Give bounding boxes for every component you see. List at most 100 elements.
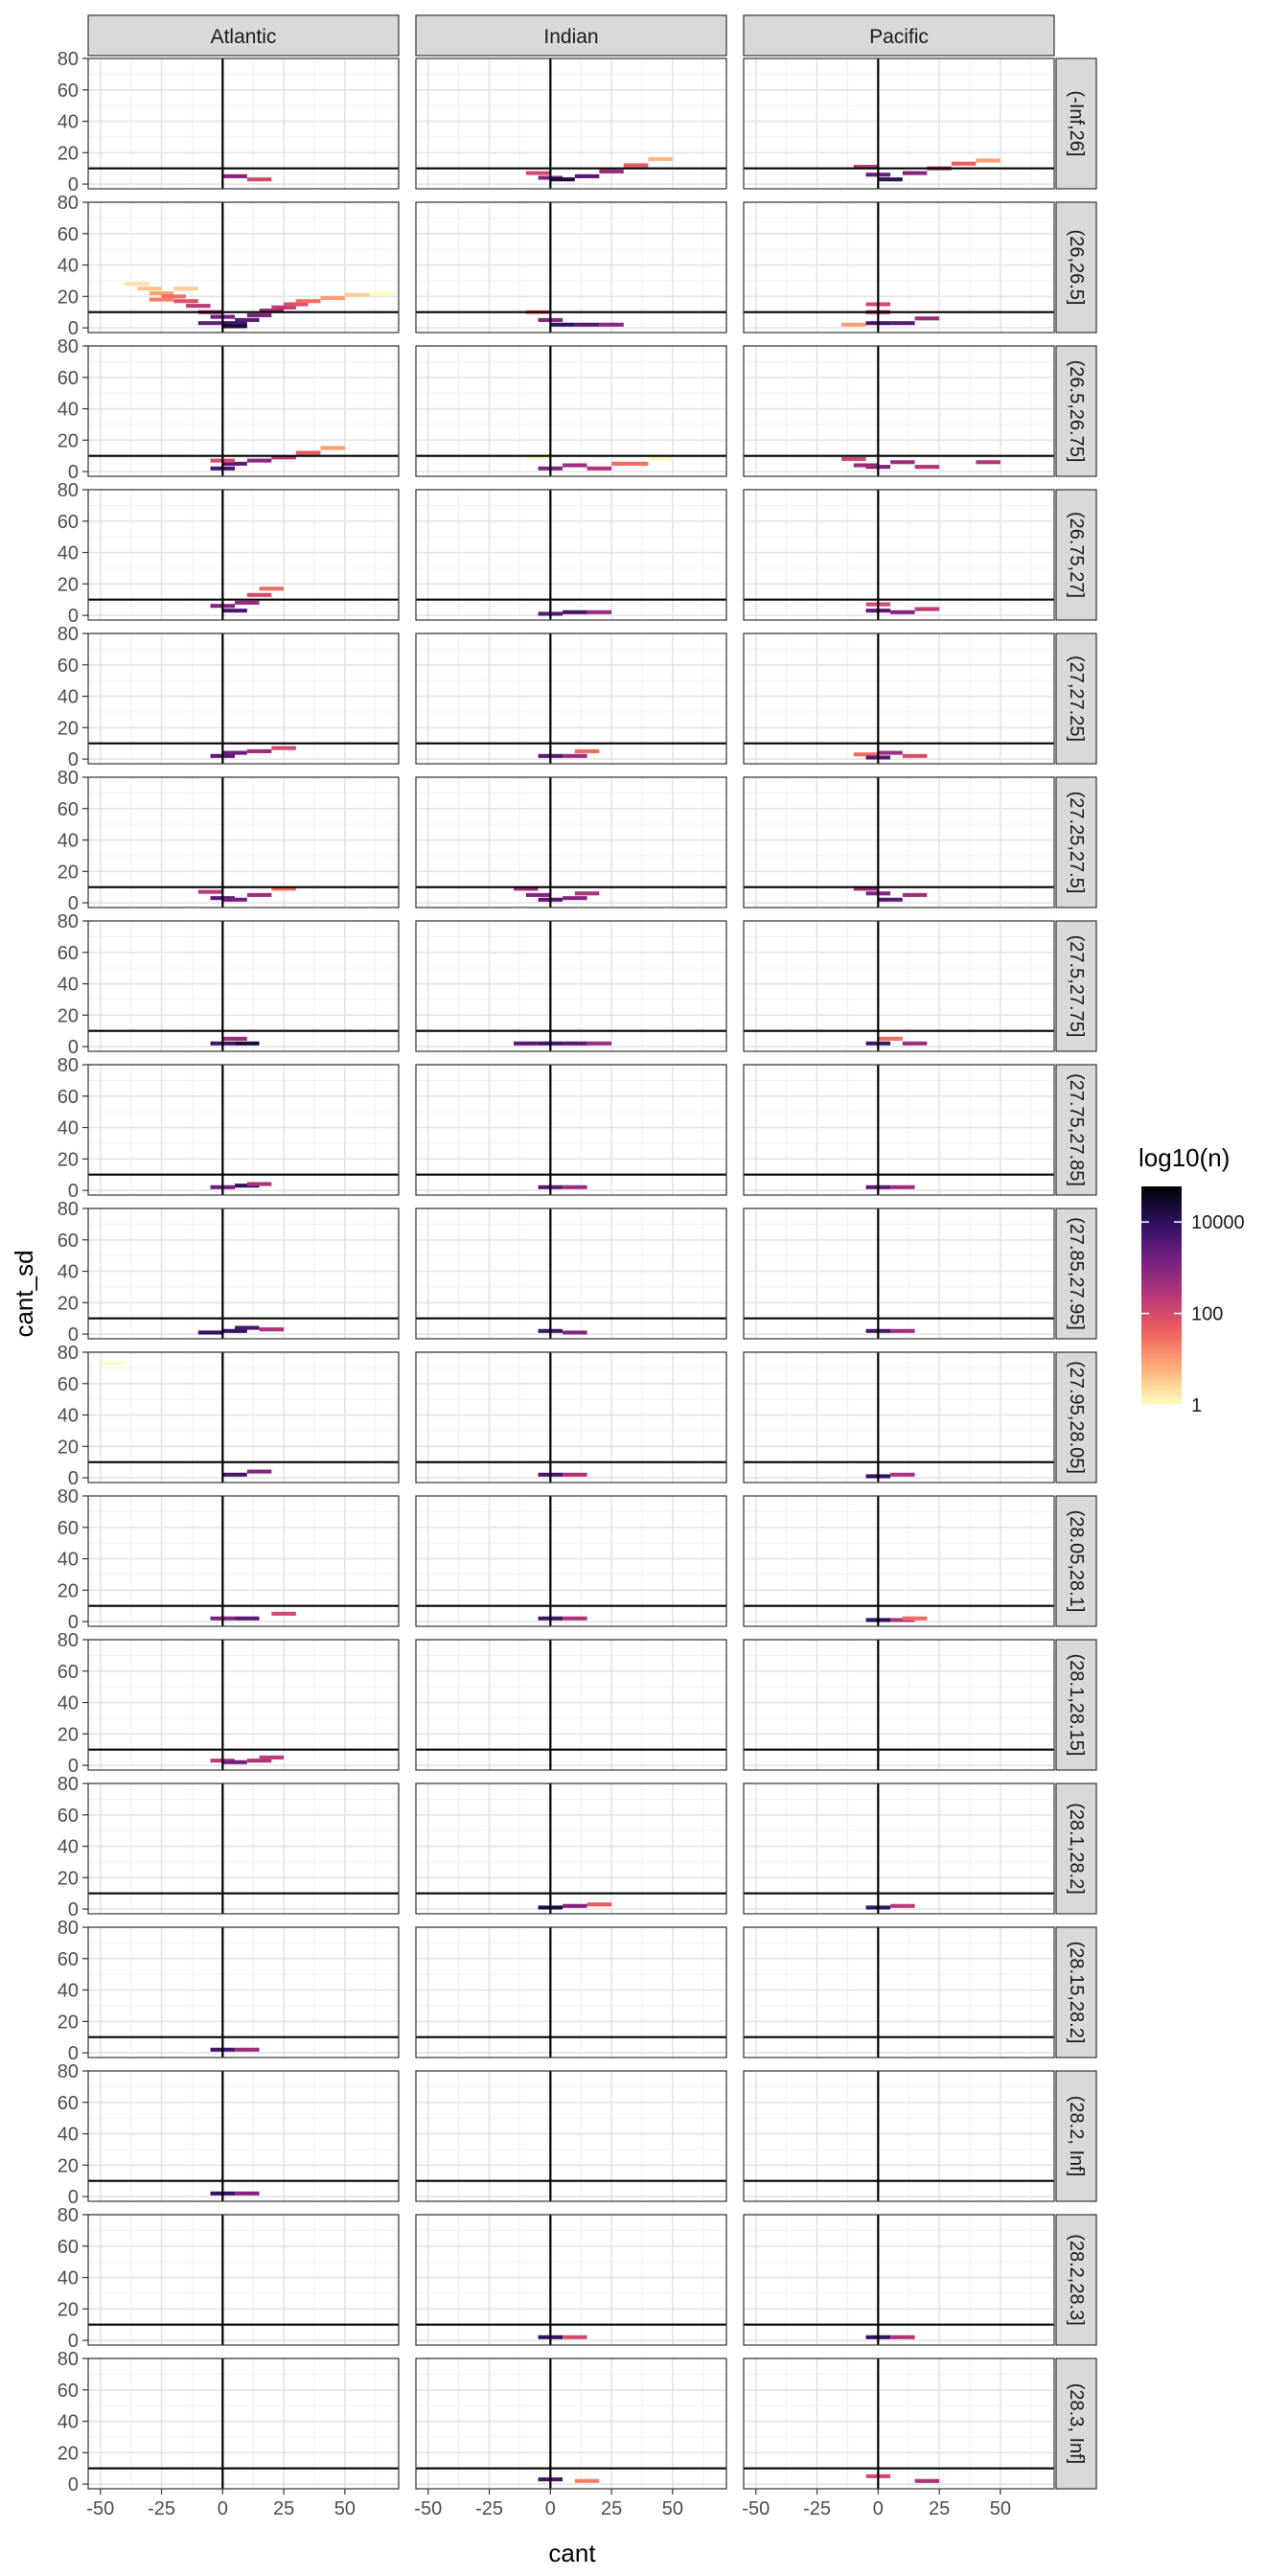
heatmap-cell bbox=[259, 1327, 285, 1332]
heatmap-cell bbox=[951, 161, 977, 166]
heatmap-cell bbox=[878, 1036, 903, 1041]
x-tick-label: 25 bbox=[601, 2498, 622, 2519]
y-tick-label: 40 bbox=[58, 1406, 79, 1427]
y-tick-label: 40 bbox=[58, 1118, 79, 1139]
y-tick-label: 0 bbox=[68, 1468, 79, 1489]
legend: log10(n) 1 100 10000 bbox=[1138, 1143, 1245, 1416]
heatmap-cell bbox=[271, 455, 296, 460]
y-tick-label: 40 bbox=[58, 256, 79, 277]
panel-background bbox=[416, 1065, 726, 1195]
facet-grid: Atlantic Indian Pacific (-Inf,26] 0 20 40 60 80 (… bbox=[58, 14, 1097, 2519]
panel-background bbox=[744, 633, 1054, 764]
x-tick-label: -25 bbox=[475, 2498, 503, 2519]
heatmap-cell bbox=[914, 2478, 940, 2483]
facet-panel bbox=[743, 1495, 1055, 1627]
column-strip-pacific: Pacific bbox=[743, 14, 1055, 57]
panel-border bbox=[87, 2070, 400, 2202]
panel-background bbox=[416, 58, 726, 189]
heatmap-cell bbox=[586, 1902, 612, 1907]
facet-panel bbox=[743, 1639, 1055, 1771]
y-tick-label: 80 bbox=[58, 2349, 79, 2370]
panel-background bbox=[88, 1065, 399, 1195]
heatmap-cell bbox=[648, 456, 673, 462]
panel-border bbox=[743, 920, 1055, 1052]
heatmap-cell bbox=[369, 290, 394, 296]
panel-background bbox=[744, 58, 1054, 189]
facet-panel bbox=[743, 1926, 1055, 2058]
heatmap-cell bbox=[890, 1472, 915, 1477]
row-strip: (28.2, Inf] bbox=[1055, 2070, 1097, 2202]
y-tick-label: 40 bbox=[58, 1693, 79, 1714]
panel-background bbox=[744, 346, 1054, 476]
panel-background bbox=[88, 58, 399, 189]
heatmap-cell bbox=[320, 446, 345, 450]
y-tick-label: 20 bbox=[58, 862, 79, 883]
row-strip-label: (27.25,27.5] bbox=[1066, 792, 1087, 894]
y-tick-label: 80 bbox=[58, 480, 79, 501]
y-tick-label: 60 bbox=[58, 1230, 79, 1252]
heatmap-cell bbox=[563, 1903, 587, 1908]
facet-panel bbox=[87, 2070, 400, 2202]
y-tick-label: 60 bbox=[58, 1949, 79, 1970]
facet-panel bbox=[743, 2214, 1055, 2346]
heatmap-cell bbox=[246, 312, 272, 318]
y-tick-label: 80 bbox=[58, 1630, 79, 1651]
row-strip-label: (-Inf,26] bbox=[1066, 91, 1087, 157]
column-strip-background bbox=[415, 14, 727, 57]
facet-panel bbox=[743, 632, 1055, 765]
x-axis: -50 -25 0 25 50 bbox=[742, 2489, 1011, 2519]
panel-background bbox=[744, 1065, 1054, 1195]
heatmap-cell bbox=[284, 302, 309, 307]
y-tick-label: 60 bbox=[58, 943, 79, 964]
y-axis: 0 20 40 60 80 bbox=[58, 1343, 88, 1489]
x-tick-label: 50 bbox=[334, 2498, 356, 2519]
heatmap-cell bbox=[841, 456, 866, 462]
facet-panel bbox=[743, 489, 1055, 621]
panel-border bbox=[87, 58, 400, 190]
heatmap-cell bbox=[890, 460, 915, 465]
facet-panel bbox=[415, 489, 727, 621]
row-strip: (28.1,28.2] bbox=[1055, 1782, 1097, 1915]
row-strip-background bbox=[1055, 2070, 1097, 2202]
heatmap-cell bbox=[878, 177, 903, 182]
panel-background bbox=[744, 1352, 1054, 1483]
x-axis: -50 -25 0 25 50 bbox=[414, 2489, 683, 2519]
panel-background bbox=[416, 202, 726, 333]
heatmap-cell bbox=[902, 753, 928, 758]
y-tick-label: 0 bbox=[68, 1899, 79, 1920]
facet-panel bbox=[87, 632, 400, 765]
facet-panel bbox=[87, 201, 400, 334]
row-strip-background bbox=[1055, 632, 1097, 765]
panel-background bbox=[744, 777, 1054, 908]
x-tick-label: 50 bbox=[662, 2498, 683, 2519]
panel-border bbox=[743, 1639, 1055, 1771]
y-axis: 0 20 40 60 80 bbox=[58, 49, 88, 196]
x-tick-label: 50 bbox=[990, 2498, 1011, 2519]
y-tick-label: 60 bbox=[58, 1374, 79, 1395]
heatmap-cell bbox=[100, 1361, 126, 1366]
heatmap-cell bbox=[563, 1330, 587, 1335]
row-strip-background bbox=[1055, 1064, 1097, 1196]
heatmap-cell bbox=[246, 748, 272, 753]
y-tick-label: 0 bbox=[68, 749, 79, 770]
heatmap-cell bbox=[586, 1041, 612, 1046]
y-tick-label: 20 bbox=[58, 1724, 79, 1745]
heatmap-cell bbox=[976, 158, 1000, 163]
row-strip: (26.5,26.75] bbox=[1055, 345, 1097, 477]
legend-title: log10(n) bbox=[1138, 1143, 1230, 1172]
heatmap-cell bbox=[914, 465, 940, 470]
row-strip: (28.2,28.3] bbox=[1055, 2214, 1097, 2346]
heatmap-cell bbox=[841, 322, 866, 327]
y-tick-label: 40 bbox=[58, 687, 79, 708]
heatmap-cell bbox=[271, 1611, 296, 1616]
panel-background bbox=[416, 777, 726, 908]
row-strip: (28.1,28.15] bbox=[1055, 1639, 1097, 1771]
column-strip-label: Atlantic bbox=[211, 26, 277, 48]
y-axis: 0 20 40 60 80 bbox=[58, 1918, 88, 2064]
panel-background bbox=[744, 1208, 1054, 1339]
panel-border bbox=[743, 1064, 1055, 1196]
panel-border bbox=[743, 1495, 1055, 1627]
facet-panel bbox=[87, 1351, 400, 1484]
heatmap-cell bbox=[295, 299, 321, 304]
heatmap-cell bbox=[235, 1616, 260, 1621]
